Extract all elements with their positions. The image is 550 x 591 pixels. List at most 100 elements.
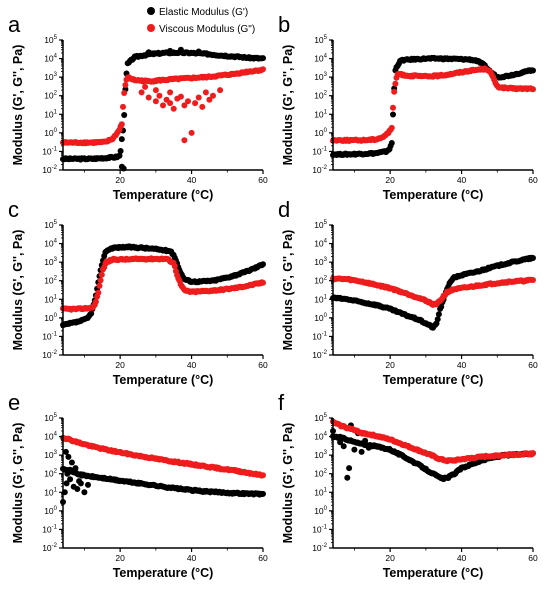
x-axis-title: Temperature (°C)	[383, 188, 484, 202]
y-tick-label: 105	[314, 413, 327, 423]
y-tick-label: 105	[44, 220, 57, 230]
series-elastic-a	[60, 46, 266, 172]
series-viscous-e	[60, 434, 266, 479]
y-axis-title: Modulus (G', G'', Pa)	[11, 423, 25, 544]
data-point	[530, 67, 536, 74]
chart-panel-e: e 10-2 10-1 100 101 102 103 104 105 20 40 60 Tempera…	[8, 390, 268, 580]
y-tick-label: 10-1	[42, 524, 57, 534]
data-point	[98, 271, 105, 278]
axes-a: 10-2 10-1 100 101 102 103 104 105 20 40 60 Temperat…	[11, 35, 268, 202]
x-tick-label: 60	[528, 360, 538, 370]
data-point	[81, 489, 88, 496]
series-viscous-c	[60, 255, 266, 313]
data-point	[160, 102, 166, 109]
data-point	[145, 49, 152, 56]
data-point	[122, 82, 129, 88]
panel-letter: d	[278, 197, 290, 222]
y-axis-title: Modulus (G', G'', Pa)	[281, 45, 295, 166]
y-tick-label: 105	[314, 220, 327, 230]
y-tick-label: 100	[44, 313, 57, 323]
data-point	[362, 437, 369, 444]
y-tick-label: 10-2	[312, 350, 327, 360]
x-tick-label: 60	[528, 175, 538, 185]
y-tick-label: 10-2	[312, 543, 327, 553]
y-tick-label: 101	[44, 109, 57, 119]
data-point	[199, 103, 206, 110]
panels: a 10-2 10-1 100 101 102 103 104 105 20 40 60 Tempera…	[8, 12, 538, 580]
y-tick-label: 100	[44, 128, 57, 138]
x-tick-label: 20	[385, 553, 395, 563]
y-tick-label: 105	[44, 35, 57, 45]
data-point	[388, 140, 395, 146]
panel-letter: b	[278, 12, 290, 37]
y-tick-label: 102	[44, 469, 57, 479]
data-point	[260, 279, 266, 286]
y-tick-label: 10-1	[42, 146, 57, 156]
y-tick-label: 103	[314, 450, 327, 460]
legend-marker-viscous	[147, 24, 155, 32]
data-point	[438, 303, 445, 310]
data-point	[530, 277, 536, 283]
data-point	[530, 450, 536, 457]
y-tick-label: 10-2	[42, 350, 57, 360]
y-tick-label: 101	[314, 109, 327, 119]
data-point	[188, 129, 195, 136]
y-tick-label: 104	[314, 54, 327, 64]
data-point	[167, 47, 174, 54]
y-tick-label: 10-2	[42, 543, 57, 553]
y-axis-title: Modulus (G', G'', Pa)	[11, 45, 25, 166]
y-tick-label: 103	[314, 72, 327, 82]
data-point	[97, 277, 104, 284]
y-tick-label: 100	[314, 506, 327, 516]
data-point	[156, 92, 163, 99]
data-point	[68, 459, 75, 466]
y-tick-label: 104	[314, 239, 327, 249]
data-point	[96, 282, 103, 289]
chart-panel-b: b 10-2 10-1 100 101 102 103 104 105 20 40 60 Tempera…	[278, 12, 538, 202]
y-tick-label: 100	[314, 313, 327, 323]
y-tick-label: 104	[44, 239, 57, 249]
x-tick-label: 20	[115, 360, 125, 370]
x-tick-label: 40	[457, 175, 467, 185]
y-tick-label: 10-1	[312, 331, 327, 341]
legend-marker-elastic	[147, 7, 155, 15]
y-tick-label: 100	[44, 506, 57, 516]
x-tick-label: 20	[385, 360, 395, 370]
x-axis-title: Temperature (°C)	[113, 188, 214, 202]
data-point	[167, 89, 174, 96]
data-point	[206, 96, 213, 103]
data-point	[210, 92, 216, 99]
y-tick-label: 10-1	[42, 331, 57, 341]
x-tick-label: 60	[258, 175, 268, 185]
data-point	[388, 124, 395, 131]
data-point	[92, 298, 99, 305]
data-point	[434, 316, 441, 323]
data-point	[170, 105, 177, 112]
data-point	[391, 88, 398, 95]
y-tick-label: 104	[44, 432, 57, 442]
data-point	[390, 104, 396, 111]
y-tick-label: 102	[44, 276, 57, 286]
x-tick-label: 20	[115, 553, 125, 563]
data-point	[152, 87, 159, 94]
y-tick-label: 101	[44, 294, 57, 304]
data-point	[116, 152, 123, 159]
y-tick-label: 101	[44, 487, 57, 497]
data-point	[192, 100, 199, 107]
legend-label-elastic: Elastic Modulus (G')	[159, 7, 248, 18]
data-point	[142, 83, 149, 90]
y-tick-label: 104	[314, 432, 327, 442]
axes-c: 10-2 10-1 100 101 102 103 104 105 20 40 60 Temperat…	[11, 220, 268, 387]
data-point	[365, 444, 372, 451]
data-point	[181, 102, 188, 109]
x-tick-label: 40	[187, 360, 197, 370]
data-point	[121, 90, 128, 96]
y-tick-label: 102	[314, 91, 327, 101]
panel-letter: c	[8, 197, 19, 222]
data-point	[177, 93, 184, 100]
data-point	[152, 98, 159, 105]
y-tick-label: 10-1	[312, 524, 327, 534]
data-point	[72, 465, 79, 472]
data-point	[202, 89, 209, 96]
